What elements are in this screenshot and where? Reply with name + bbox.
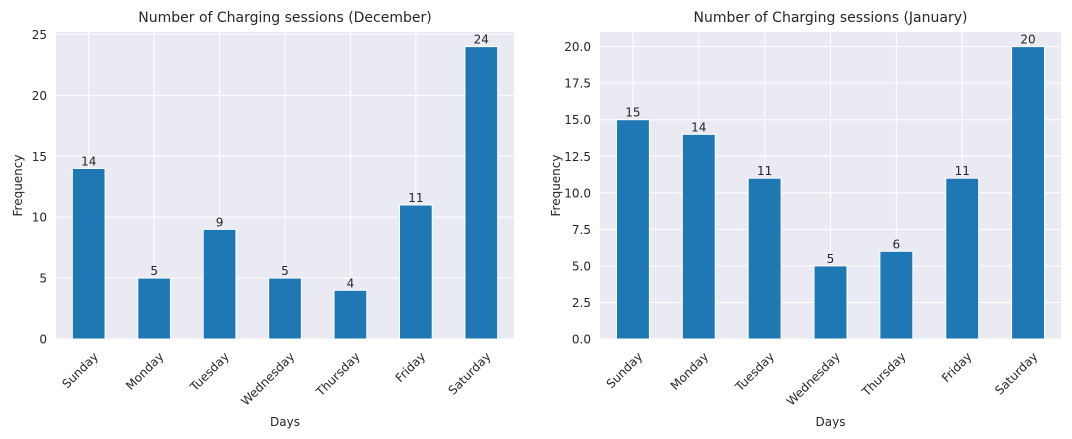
y-tick-label: 10 xyxy=(32,211,47,225)
bar-wednesday xyxy=(813,265,848,340)
bar-value-label: 15 xyxy=(625,106,640,120)
x-tick-label: Monday xyxy=(123,349,166,392)
chart-title: Number of Charging sessions (December) xyxy=(138,10,431,26)
x-tick-label: Tuesday xyxy=(187,349,232,394)
x-tick-label: Monday xyxy=(668,349,711,392)
bar-value-label: 11 xyxy=(408,191,423,205)
bar-value-label: 5 xyxy=(150,264,158,278)
y-tick-label: 20.0 xyxy=(564,40,591,54)
bar-monday xyxy=(137,277,172,340)
december-chart: 0 5 10 15 20 25 14 5 9 5 4 11 24 Sunday Monday Tuesday W… xyxy=(11,10,514,429)
x-axis-label: Days xyxy=(816,415,846,429)
bar-thursday xyxy=(333,289,368,340)
x-tick-label: Saturday xyxy=(445,349,493,397)
y-tick-label: 0.0 xyxy=(572,333,591,347)
y-tick-label: 15.0 xyxy=(564,113,591,127)
y-tick-label: 12.5 xyxy=(564,150,591,164)
bar-thursday xyxy=(879,250,914,340)
x-tick-label: Thursday xyxy=(859,349,909,399)
x-tick-label: Thursday xyxy=(313,349,363,399)
chart-title: Number of Charging sessions (January) xyxy=(694,10,968,26)
x-tick-label: Tuesday xyxy=(732,349,777,394)
bar-friday xyxy=(945,177,980,340)
y-axis-label: Frequency xyxy=(11,155,25,217)
bar-value-label: 11 xyxy=(955,164,970,178)
bar-value-label: 24 xyxy=(474,33,489,47)
bar-saturday xyxy=(1011,46,1046,340)
january-chart: 0.0 2.5 5.0 7.5 10.0 12.5 15.0 17.5 20.0 15 14 11 5 6… xyxy=(549,10,1061,429)
x-tick-label: Saturday xyxy=(992,349,1040,397)
x-tick-label: Friday xyxy=(939,349,975,385)
y-tick-label: 15 xyxy=(32,150,47,164)
x-axis-label: Days xyxy=(270,415,300,429)
bar-value-label: 14 xyxy=(691,120,706,134)
y-tick-label: 2.5 xyxy=(572,296,591,310)
y-tick-label: 7.5 xyxy=(572,223,591,237)
x-tick-label: Wednesday xyxy=(238,349,297,408)
bar-wednesday xyxy=(268,277,302,340)
bar-saturday xyxy=(464,46,499,340)
bar-value-label: 14 xyxy=(81,154,96,168)
x-tick-label: Sunday xyxy=(59,349,101,391)
bar-sunday xyxy=(71,167,106,340)
bar-monday xyxy=(681,133,716,340)
x-tick-label: Sunday xyxy=(604,349,646,391)
y-tick-label: 25 xyxy=(32,28,47,42)
y-tick-label: 5.0 xyxy=(572,259,591,273)
y-tick-label: 0 xyxy=(39,333,47,347)
bar-friday xyxy=(399,204,433,340)
y-tick-label: 10.0 xyxy=(564,186,591,200)
bar-value-label: 9 xyxy=(216,215,224,229)
bar-value-label: 20 xyxy=(1020,33,1035,47)
y-tick-label: 17.5 xyxy=(564,77,591,91)
bar-value-label: 6 xyxy=(893,237,901,251)
y-tick-label: 5 xyxy=(39,272,47,286)
y-axis-label: Frequency xyxy=(549,155,563,217)
y-tick-label: 20 xyxy=(32,89,47,103)
bar-tuesday xyxy=(747,177,782,340)
bar-tuesday xyxy=(202,228,237,340)
bar-value-label: 5 xyxy=(827,252,835,266)
bar-value-label: 4 xyxy=(347,276,355,290)
bar-value-label: 11 xyxy=(757,164,772,178)
bar-sunday xyxy=(615,119,650,340)
x-tick-label: Friday xyxy=(393,349,429,385)
bar-value-label: 5 xyxy=(281,264,289,278)
x-tick-label: Wednesday xyxy=(784,349,843,408)
